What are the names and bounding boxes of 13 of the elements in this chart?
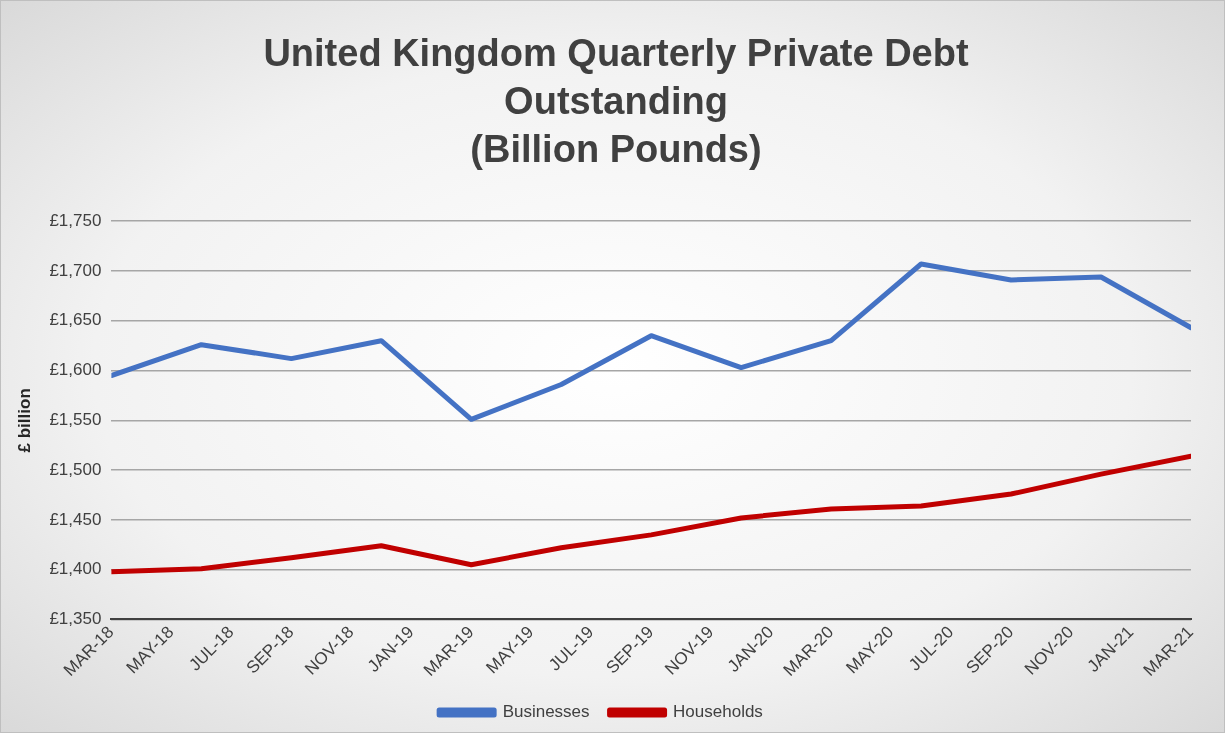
y-tick-label: £1,750: [49, 210, 102, 230]
y-tick-label: £1,400: [49, 559, 102, 579]
y-tick-label: £1,450: [49, 509, 102, 529]
y-tick-label: £1,550: [49, 410, 102, 430]
y-axis-title: £ billion: [14, 388, 34, 453]
y-tick-label: £1,650: [49, 310, 102, 330]
legend-label: Households: [673, 702, 763, 722]
legend-label: Businesses: [502, 702, 590, 722]
y-tick-label: £1,500: [49, 459, 102, 479]
y-tick-label: £1,350: [49, 609, 102, 629]
chart-title: United Kingdom Quarterly Private Debt Outstanding (Billion Pounds): [262, 31, 970, 172]
y-tick-label: £1,600: [49, 360, 102, 380]
y-tick-label: £1,700: [49, 260, 102, 280]
